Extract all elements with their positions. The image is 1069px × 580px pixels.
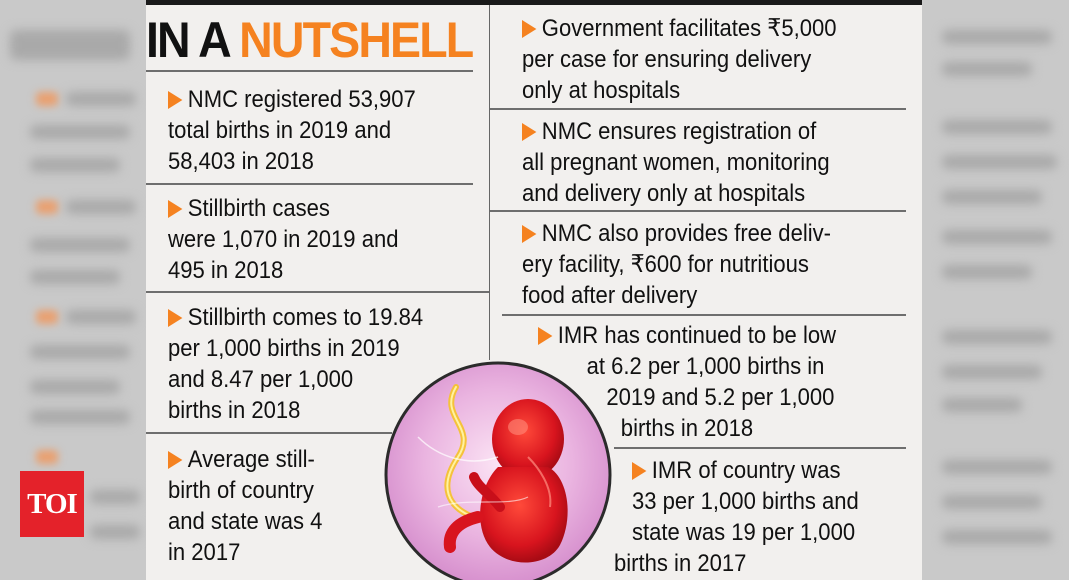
- fact-item: NMC registered 53,907 total births in 20…: [168, 86, 416, 175]
- divider: [490, 108, 906, 110]
- arrow-icon: [168, 200, 183, 218]
- top-bar: [146, 0, 922, 5]
- nutshell-panel: IN A NUTSHELL NMC registered 53,907 tota…: [146, 0, 922, 580]
- fetus-icon: [384, 361, 612, 580]
- fetus-illustration: [378, 357, 618, 580]
- arrow-icon: [168, 451, 183, 469]
- arrow-icon: [168, 309, 183, 327]
- arrow-icon: [632, 462, 647, 480]
- column-divider: [489, 5, 490, 360]
- fact-item: Average still- birth of country and stat…: [168, 446, 323, 566]
- fact-item: Government facilitates ₹5,000 per case f…: [522, 15, 837, 104]
- divider: [146, 291, 489, 293]
- background-right: [922, 0, 1069, 580]
- arrow-icon: [522, 20, 537, 38]
- fact-item: NMC also provides free deliv- ery facili…: [522, 220, 832, 309]
- divider: [146, 70, 473, 72]
- arrow-icon: [522, 123, 537, 141]
- fact-item: IMR of country was 33 per 1,000 births a…: [614, 457, 859, 577]
- divider: [614, 447, 906, 449]
- fact-item: IMR has continued to be low at 6.2 per 1…: [538, 320, 836, 444]
- title-part-1: IN A: [146, 12, 240, 68]
- toi-logo: TOI: [20, 471, 84, 537]
- arrow-icon: [538, 327, 553, 345]
- fact-item: Stillbirth cases were 1,070 in 2019 and …: [168, 195, 399, 284]
- divider: [490, 210, 906, 212]
- title-part-2: NUTSHELL: [239, 12, 474, 68]
- fact-item: NMC ensures registration of all pregnant…: [522, 118, 830, 207]
- fact-item: Stillbirth comes to 19.84 per 1,000 birt…: [168, 304, 424, 424]
- divider: [146, 432, 392, 434]
- divider: [146, 183, 473, 185]
- arrow-icon: [168, 91, 183, 109]
- arrow-icon: [522, 225, 537, 243]
- divider: [502, 314, 906, 316]
- page-title: IN A NUTSHELL: [146, 10, 474, 70]
